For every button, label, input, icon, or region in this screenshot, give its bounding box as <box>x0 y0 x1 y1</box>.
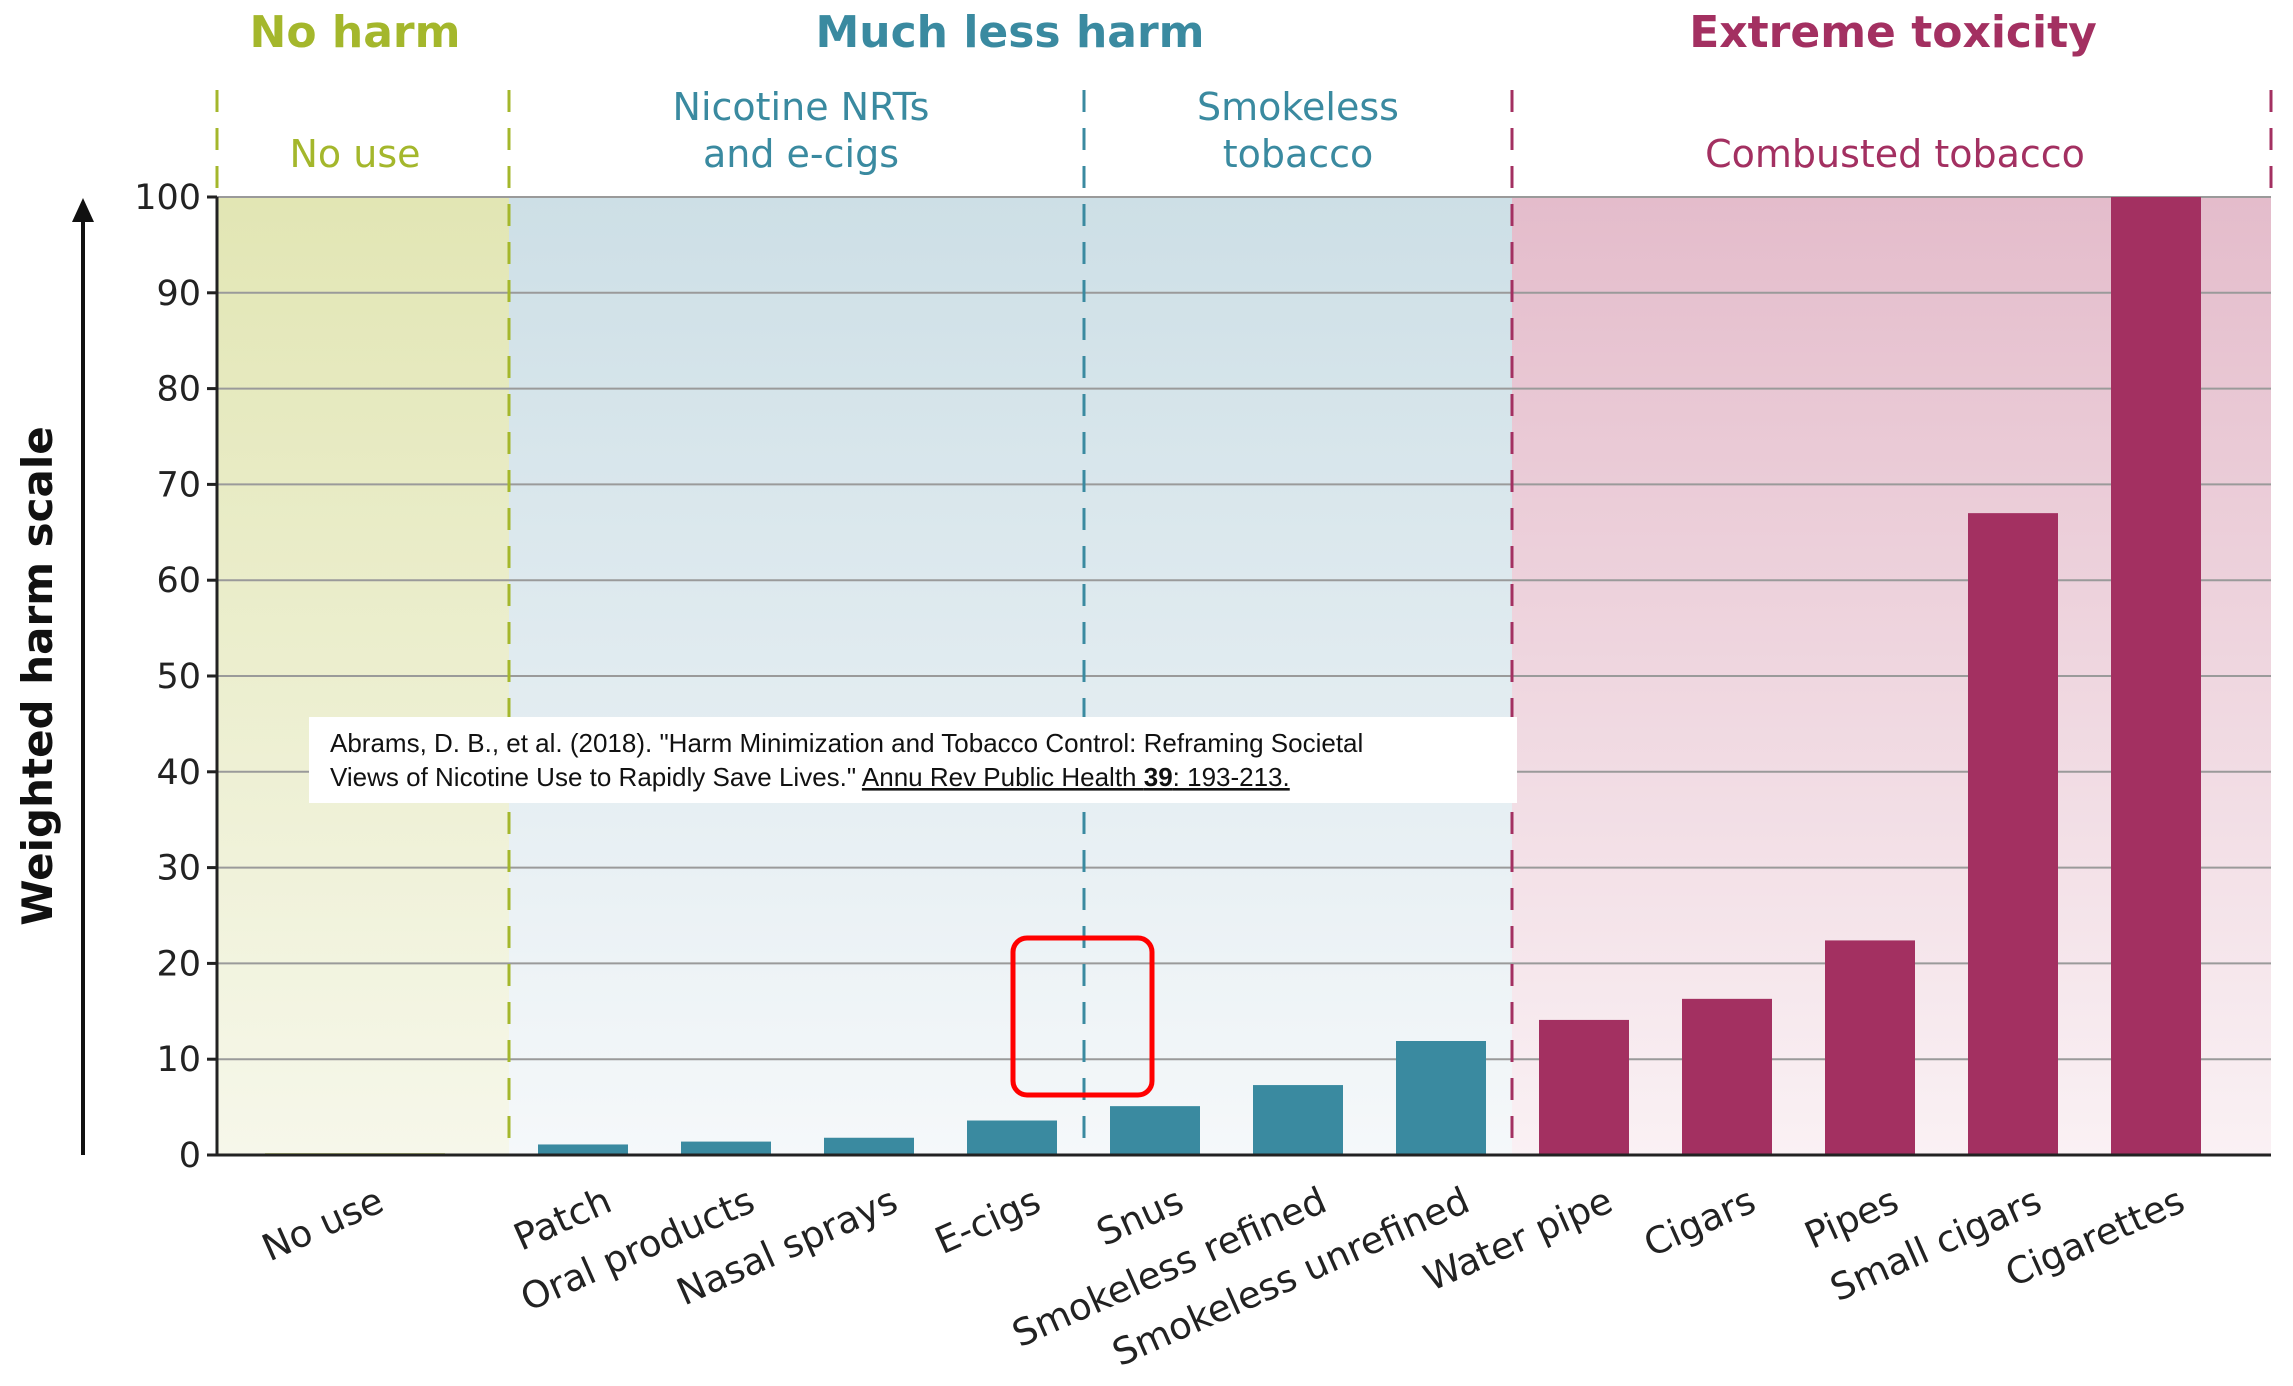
bars <box>265 197 2201 1156</box>
y-arrow-head-icon <box>72 198 94 222</box>
y-axis-ticks: 0 10 20 30 40 50 60 70 80 90 100 <box>134 178 217 1176</box>
bar-small-cigars <box>1968 513 2058 1155</box>
y-tick-label: 70 <box>156 465 201 505</box>
y-tick-label: 80 <box>156 370 201 410</box>
y-tick-label: 0 <box>179 1136 201 1176</box>
y-axis-label: Weighted harm scale <box>13 426 62 925</box>
bar-smokeless-unrefined <box>1396 1040 1486 1155</box>
header-no-harm: No harm <box>250 7 461 58</box>
y-tick-label: 100 <box>134 178 201 218</box>
y-tick-label: 90 <box>156 274 201 314</box>
subheader-smokeless-line2: tobacco <box>1223 132 1374 176</box>
bar-nasal-sprays <box>824 1137 914 1155</box>
citation-journal-link[interactable]: Annu Rev Public Health <box>862 762 1144 792</box>
y-tick-label: 20 <box>156 944 201 984</box>
header-extreme-toxicity: Extreme toxicity <box>1689 7 2097 58</box>
bar-smokeless-refined <box>1253 1085 1343 1155</box>
bar-snus <box>1110 1106 1200 1155</box>
subheader-no-use: No use <box>289 132 420 176</box>
bar-cigars <box>1682 998 1772 1155</box>
subheader-combusted: Combusted tobacco <box>1705 132 2085 176</box>
y-tick-label: 40 <box>156 753 201 793</box>
bar-pipes <box>1825 940 1915 1155</box>
header-much-less-harm: Much less harm <box>815 7 1204 58</box>
citation-line2[interactable]: Views of Nicotine Use to Rapidly Save Li… <box>330 762 1290 792</box>
bar-e-cigs <box>967 1120 1057 1155</box>
bar-cigarettes <box>2111 197 2201 1155</box>
bar-patch <box>538 1144 628 1155</box>
y-tick-label: 50 <box>156 657 201 697</box>
highlight-box <box>1010 935 1155 1098</box>
subheader-nrts-line2: and e-cigs <box>703 132 899 176</box>
citation-pages[interactable]: : 193-213. <box>1173 762 1290 792</box>
x-tick-label: E-cigs <box>929 1179 1047 1263</box>
subheader-smokeless-line1: Smokeless <box>1197 85 1399 129</box>
y-tick-label: 10 <box>156 1040 201 1080</box>
y-tick-label: 60 <box>156 561 201 601</box>
citation-text: Views of Nicotine Use to Rapidly Save Li… <box>330 762 862 792</box>
citation-box <box>309 717 1517 803</box>
bar-oral-products <box>681 1141 771 1155</box>
x-tick-label: Cigars <box>1638 1179 1762 1266</box>
y-tick-label: 30 <box>156 849 201 889</box>
subheader-nrts-line1: Nicotine NRTs <box>673 85 930 129</box>
bar-water-pipe <box>1539 1019 1629 1155</box>
x-tick-label: No use <box>256 1179 390 1270</box>
citation-line1: Abrams, D. B., et al. (2018). "Harm Mini… <box>330 728 1363 758</box>
citation-volume[interactable]: 39 <box>1144 762 1173 792</box>
